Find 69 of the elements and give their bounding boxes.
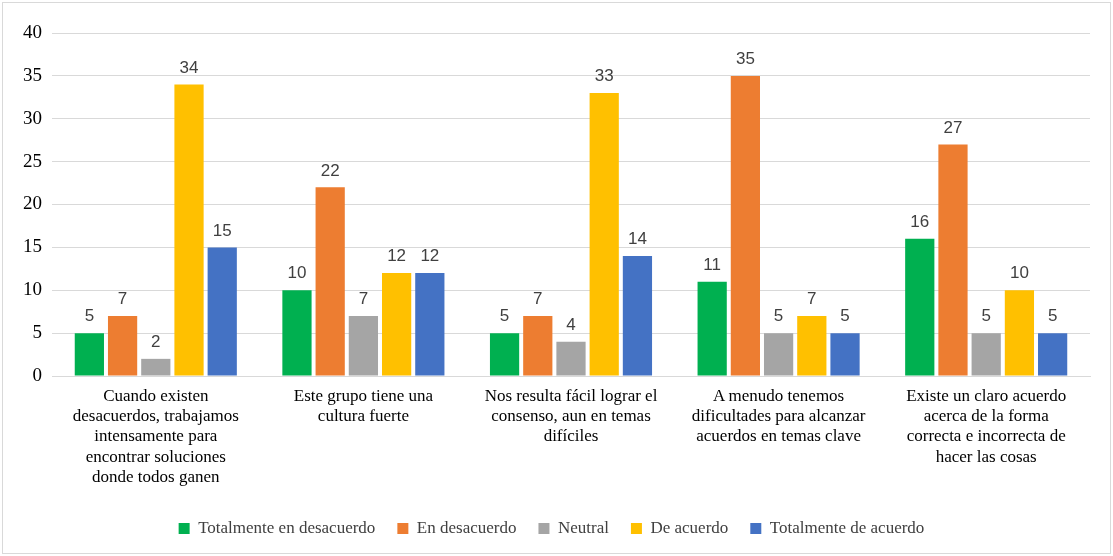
data-label: 10 <box>287 263 307 283</box>
bar <box>107 315 138 376</box>
data-label: 12 <box>420 246 440 266</box>
bar <box>971 333 1001 376</box>
bar <box>1004 290 1035 376</box>
bar <box>905 238 935 376</box>
data-label: 16 <box>910 211 930 231</box>
data-label: 7 <box>807 289 817 309</box>
data-label: 7 <box>358 289 369 309</box>
bar <box>589 93 619 376</box>
data-label: 2 <box>151 332 161 352</box>
bar <box>174 84 204 376</box>
data-label: 10 <box>1009 263 1029 283</box>
bar <box>207 247 237 376</box>
y-tick-label: 35 <box>23 63 42 85</box>
bar <box>282 290 312 376</box>
bar <box>622 255 653 376</box>
legend-label: De acuerdo <box>650 517 729 537</box>
y-tick-label: 0 <box>32 363 42 385</box>
bar <box>697 281 727 376</box>
data-label: 12 <box>387 246 407 266</box>
y-tick-label: 30 <box>23 106 42 128</box>
x-tick-label: A menudo tenemos dificultades para alcanzar acuerdos en temas clave <box>691 385 866 446</box>
bar <box>763 333 794 376</box>
data-label: 22 <box>320 160 340 180</box>
y-tick-label: 5 <box>32 321 42 343</box>
data-label: 4 <box>566 314 576 334</box>
x-tick-label: Existe un claro acuerdo acerca de la forma correcta e incorrecta de hacer las cosas <box>906 385 1067 466</box>
data-label: 7 <box>533 289 543 309</box>
legend-label: Totalmente de acuerdo <box>769 517 925 537</box>
legend-label: En desacuerdo <box>416 517 517 537</box>
y-tick-label: 15 <box>23 235 42 257</box>
bar <box>415 273 445 376</box>
data-label: 33 <box>594 66 614 86</box>
data-label: 5 <box>1047 306 1058 326</box>
data-label: 5 <box>840 306 850 326</box>
y-tick-label: 10 <box>23 278 42 300</box>
bar <box>730 75 760 376</box>
bar <box>830 333 860 376</box>
legend-label: Totalmente en desacuerdo <box>198 517 376 537</box>
bar <box>556 341 586 376</box>
x-tick-label: Nos resulta fácil lograr el consenso, aun en temas difíciles <box>484 385 658 446</box>
data-label: 5 <box>499 306 510 326</box>
legend-label: Neutral <box>557 517 610 537</box>
bar <box>141 358 171 376</box>
data-label: 5 <box>773 306 784 326</box>
data-label: 34 <box>179 57 199 77</box>
x-tick-label: Cuando existen desacuerdos, trabajamos intensamente para encontrar soluciones donde todos ganen <box>72 385 239 487</box>
data-label: 11 <box>703 254 721 274</box>
data-label: 35 <box>735 49 755 69</box>
y-tick-label: 25 <box>23 149 42 171</box>
data-label: 14 <box>627 229 647 249</box>
bar <box>938 144 968 376</box>
bar <box>797 315 827 376</box>
bar <box>1038 333 1068 376</box>
bar <box>382 273 412 376</box>
data-label: 15 <box>212 220 232 240</box>
data-label: 5 <box>84 306 95 326</box>
y-tick-label: 40 <box>23 20 42 42</box>
bar <box>489 333 520 376</box>
bar <box>315 187 345 376</box>
data-label: 7 <box>117 289 128 309</box>
data-label: 27 <box>943 117 963 137</box>
y-tick-label: 20 <box>23 192 42 214</box>
data-label: 5 <box>981 306 991 326</box>
bar <box>523 315 553 376</box>
bar <box>348 315 379 376</box>
x-tick-label: Este grupo tiene una cultura fuerte <box>293 385 434 426</box>
bar <box>74 333 104 376</box>
